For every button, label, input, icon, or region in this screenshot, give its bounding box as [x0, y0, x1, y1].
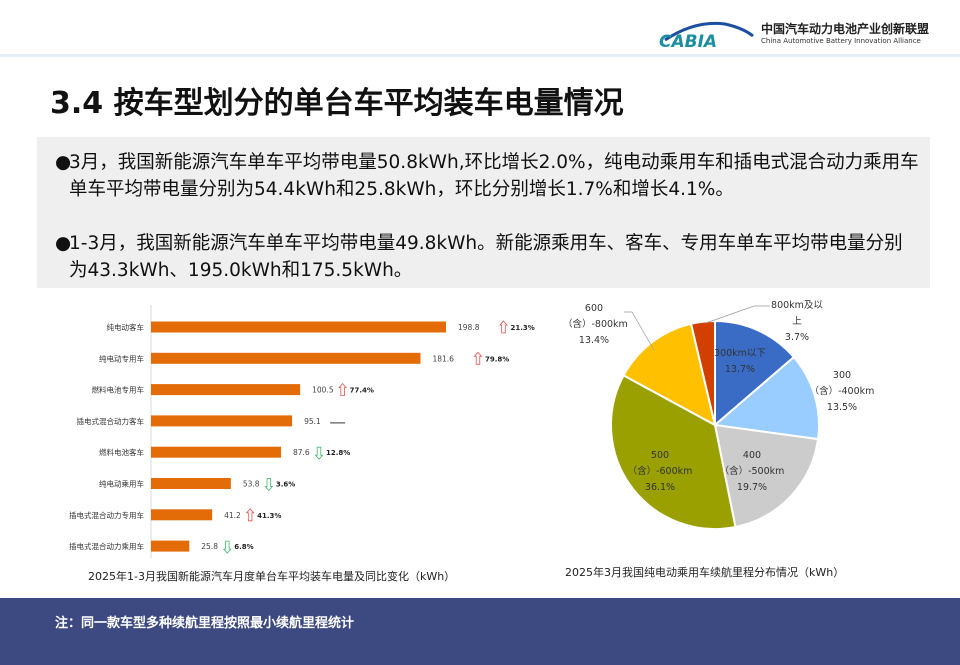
yoy-label: 79.8%	[485, 355, 509, 363]
value-label: 181.6	[432, 354, 454, 363]
arrow-up-icon	[473, 351, 483, 365]
header-divider	[0, 54, 960, 57]
arrow-up-icon	[245, 508, 255, 522]
yoy-label: 12.8%	[326, 449, 350, 457]
category-label: 插电式混合动力客车	[77, 416, 145, 426]
bullet-text: 1-3月，我国新能源汽车单车平均带电量49.8kWh。新能源乘用车、客车、专用车…	[69, 233, 903, 281]
slice-label: 600（含）-800km 13.4%	[563, 301, 628, 349]
pie-slice	[713, 423, 820, 529]
category-label: 燃料电池专用车	[92, 385, 145, 395]
bar	[151, 478, 231, 489]
bar	[151, 321, 446, 333]
arrow-down-icon	[222, 540, 232, 554]
arrow-up-icon	[499, 320, 508, 334]
slice-percent: 13.4%	[578, 335, 610, 346]
slice-name: 300km以下	[714, 348, 766, 359]
category-label: 纯电动专用车	[99, 353, 144, 363]
value-label: 87.6	[293, 448, 310, 457]
footer-note: 注：同一款车型多种续航里程按照最小续航里程统计	[55, 616, 355, 631]
slice-label: 300（含）-400km 13.5%	[809, 368, 875, 416]
slice-label: 500（含）-600km 36.1%	[627, 448, 693, 496]
bar	[151, 446, 281, 458]
slice-label: 400（含）-500km 19.7%	[719, 448, 785, 496]
arrow-up-icon	[338, 382, 348, 396]
bar	[151, 384, 301, 396]
footer-band: 注：同一款车型多种续航里程按照最小续航里程统计	[0, 598, 960, 665]
bar-chart-title: 2025年1-3月我国新能源汽车月度单台车平均装车电量及同比变化（kWh）	[88, 570, 456, 583]
cabia-logo-icon: CABIA	[659, 21, 754, 52]
pie-slice	[689, 319, 716, 426]
bullet-text: 3月，我国新能源汽车单车平均带电量50.8kWh,环比增长2.0%，纯电动乘用车…	[69, 152, 919, 200]
pie-slice	[622, 322, 717, 427]
bar	[151, 509, 213, 521]
value-label: 198.8	[458, 323, 480, 332]
summary-box: ● 3月，我国新能源汽车单车平均带电量50.8kWh,环比增长2.0%，纯电动乘用…	[37, 137, 930, 288]
slice-percent: 3.7%	[784, 332, 810, 343]
slice-name: 500（含）-600km	[627, 450, 693, 477]
bar	[151, 352, 421, 364]
category-label: 燃料电池客车	[99, 447, 144, 457]
slice-name: 600（含）-800km	[563, 303, 628, 330]
slice-name: 800km及以上	[771, 300, 823, 327]
cabia-logo: CABIA 中国汽车动力电池产业创新联盟 China Automotive Ba…	[655, 18, 955, 52]
yoy-label: 3.6%	[276, 481, 295, 489]
category-label: 纯电动客车	[107, 322, 145, 332]
leader-line	[624, 311, 655, 351]
category-label: 纯电动乘用车	[99, 479, 144, 489]
value-label: 25.8	[201, 542, 218, 551]
pie-slice	[610, 374, 737, 530]
pie-slice	[714, 319, 796, 428]
org-name-cn: 中国汽车动力电池产业创新联盟	[761, 22, 930, 36]
slice-percent: 36.1%	[644, 482, 676, 493]
slice-name: 300（含）-400km	[809, 370, 875, 397]
bar	[151, 415, 293, 427]
category-label: 插电式混合动力专用车	[69, 510, 144, 520]
bullet-item: ● 3月，我国新能源汽车单车平均带电量50.8kWh,环比增长2.0%，纯电动乘用…	[55, 152, 919, 200]
yoy-label: 77.4%	[350, 387, 374, 395]
slice-percent: 19.7%	[736, 482, 768, 493]
category-label: 插电式混合动力乘用车	[69, 541, 144, 551]
pie-chart	[610, 305, 820, 530]
value-label: 95.1	[304, 417, 321, 426]
value-label: 53.8	[243, 480, 260, 489]
bullet-item: ● 1-3月，我国新能源汽车单车平均带电量49.8kWh。新能源乘用车、客车、专用…	[55, 233, 903, 281]
bar-chart: 纯电动客车 198.8 21.3% 纯电动专用车 181.6 79.8% 燃料电池专用车 10…	[69, 305, 535, 558]
value-label: 100.5	[312, 386, 334, 395]
yoy-label: 21.3%	[511, 324, 535, 332]
slice-name: 400（含）-500km	[719, 450, 785, 477]
page-title: 3.4 按车型划分的单台车平均装车电量情况	[50, 86, 624, 121]
bar	[151, 540, 190, 552]
yoy-label: 41.3%	[257, 512, 281, 520]
org-name-en: China Automotive Battery Innovation Alli…	[761, 37, 921, 45]
value-label: 41.2	[224, 511, 241, 520]
slice-label: 800km及以上 3.7%	[768, 298, 826, 346]
slice-label: 300km以下 13.7%	[700, 346, 780, 378]
yoy-label: 6.8%	[234, 543, 253, 551]
slice-percent: 13.7%	[724, 364, 756, 375]
arrow-down-icon	[314, 446, 324, 460]
arrow-down-icon	[264, 478, 274, 492]
pie-chart-title: 2025年3月我国纯电动乘用车续航里程分布情况（kWh）	[565, 566, 845, 579]
leader-line	[705, 305, 770, 324]
logo-text: CABIA	[659, 32, 717, 50]
slice-percent: 13.5%	[826, 402, 858, 413]
pie-slice	[712, 355, 820, 441]
